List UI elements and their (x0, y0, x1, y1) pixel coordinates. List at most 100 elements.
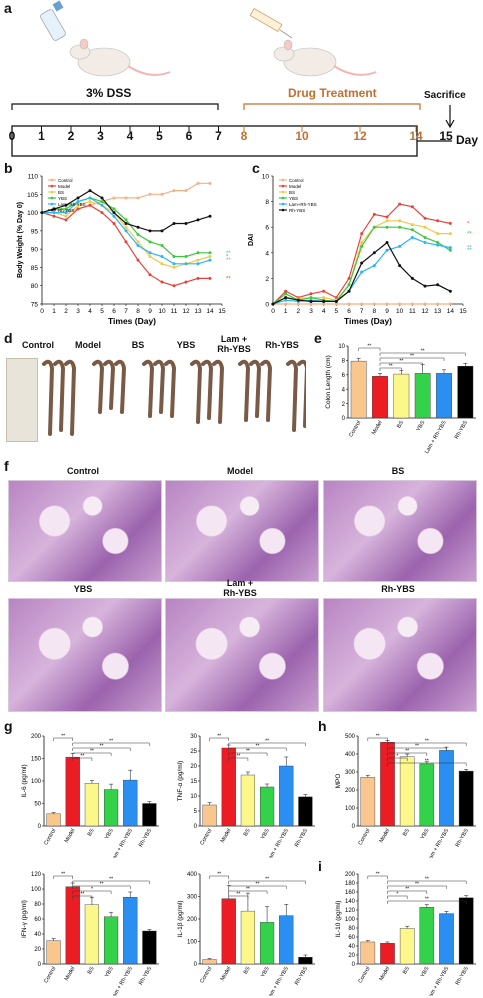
timeline-tick-label: 7 (215, 129, 222, 143)
x-tick-label: BS (396, 420, 405, 430)
mpo-chart: 0 100 200 300 400 500 MPO Control Model BS YBSLam … (335, 734, 476, 858)
data-point (334, 299, 338, 303)
y-tick-label: 85 (31, 265, 39, 272)
y-tick-label: 6 (342, 373, 346, 379)
data-point (385, 248, 389, 252)
x-tick-label: Lam + Rh-YBS (424, 420, 448, 455)
significance-mark: ** (61, 872, 65, 878)
x-tick-label: 10 (396, 308, 404, 315)
data-point (52, 211, 56, 215)
x-tick-label: BS (243, 966, 252, 976)
data-point (184, 189, 188, 193)
panel-label-h: h (318, 718, 327, 734)
x-tick-label: Model (64, 828, 77, 844)
significance-bracket (367, 737, 388, 741)
data-point (136, 258, 140, 262)
y-tick-label: 0 (194, 824, 198, 830)
bar-model (372, 376, 388, 419)
x-tick-label: Lam + Rh-YBS (427, 828, 451, 858)
y-tick-label: 0 (352, 962, 356, 968)
data-point (410, 276, 414, 280)
data-point (160, 254, 164, 258)
y-tick-label: 0 (38, 962, 42, 968)
y-tick-label: 80 (348, 926, 355, 932)
bar-rh-ybs (298, 957, 313, 965)
data-point (398, 219, 402, 223)
he-panel-title: Rh-YBS (381, 584, 415, 594)
data-point (284, 296, 288, 300)
bar-lam-rh-ybs (123, 897, 138, 965)
x-axis-label: Times (Day) (344, 316, 392, 326)
significance-mark: ** (405, 887, 409, 893)
x-tick-label: Control (43, 828, 57, 846)
y-tick-label: 105 (27, 192, 38, 199)
significance-mark: ** (425, 759, 429, 765)
x-tick-label: Control (199, 966, 213, 984)
significance-bracket (72, 747, 131, 751)
y-tick-label: 140 (345, 899, 356, 905)
data-point (160, 280, 164, 284)
y-axis-label: IL-1β (pg/ml) (177, 901, 184, 938)
he-histology-image (8, 480, 162, 582)
y-tick-label: 180 (345, 881, 356, 887)
legend-marker (50, 184, 54, 188)
colon-sample (103, 359, 116, 410)
y-tick-label: 0 (265, 302, 269, 309)
data-point (347, 289, 351, 293)
data-point (436, 219, 440, 223)
x-tick-label: Rh-YBS (138, 828, 153, 848)
data-point (398, 264, 402, 268)
data-point (64, 218, 68, 222)
bar-model (380, 943, 395, 965)
y-tick-label: 10 (262, 174, 270, 181)
significance-bracket (387, 742, 467, 746)
y-tick-label: 400 (345, 752, 356, 758)
x-tick-label: YBS (104, 828, 115, 841)
significance-mark: ** (246, 749, 250, 755)
bar-control (202, 804, 217, 827)
bar-bs (399, 928, 415, 965)
data-point (172, 284, 176, 288)
x-tick-label: YBS (420, 828, 431, 841)
colon-sample (249, 359, 262, 418)
significance-mark: ** (246, 887, 250, 893)
significance-mark: ** (256, 744, 260, 750)
data-point (160, 262, 164, 266)
timeline-tick-label: 3 (97, 129, 104, 143)
x-tick-label: Rh-YBS (138, 966, 153, 986)
data-point (347, 283, 351, 287)
y-tick-label: 40 (348, 944, 355, 950)
x-tick-label: 2 (297, 308, 301, 315)
colon-group-label: BS (131, 340, 145, 350)
legend-marker (281, 208, 285, 212)
data-point (112, 196, 116, 200)
data-point (100, 200, 104, 204)
significance-bracket (387, 880, 467, 884)
significance-mark: ** (61, 734, 65, 740)
colon-sample (153, 359, 166, 414)
significance-bracket (72, 757, 93, 761)
significance-mark: ** (226, 251, 231, 257)
bar-control (46, 940, 61, 965)
significance-bracket (72, 890, 112, 894)
significance-bracket (387, 890, 428, 894)
colon-sample (297, 359, 306, 428)
x-tick-label: YBS (260, 966, 271, 979)
colon-sample (238, 359, 251, 422)
drug-treatment-label: Drug Treatment (288, 86, 377, 100)
data-point (398, 202, 402, 206)
bar-control (360, 941, 376, 965)
x-tick-label: Model (220, 966, 233, 982)
data-point (88, 196, 92, 200)
x-tick-label: 1 (284, 308, 288, 315)
timeline-tick-label: 4 (126, 129, 134, 143)
significance-mark: ** (376, 872, 380, 878)
colon-sample (212, 359, 225, 424)
data-point (124, 229, 128, 233)
data-point (284, 298, 288, 302)
significance-bracket (72, 885, 131, 889)
x-tick-label: Model (379, 966, 392, 982)
data-point (160, 243, 164, 247)
